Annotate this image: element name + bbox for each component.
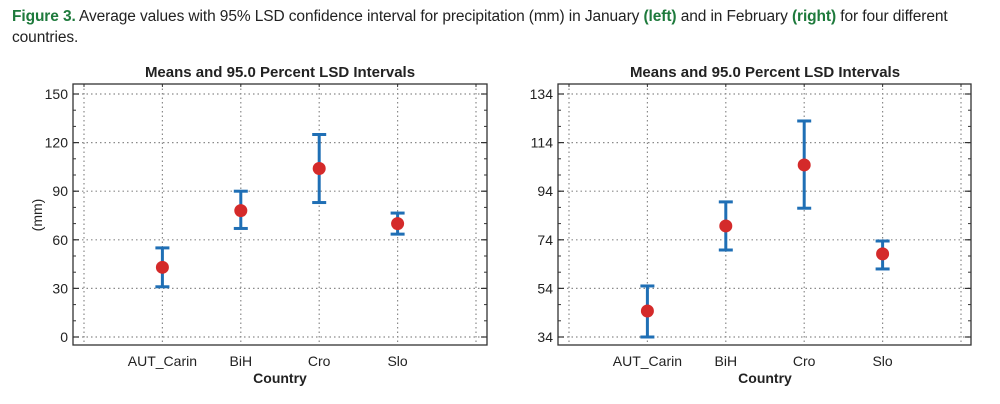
errorbar-slo [390, 211, 405, 236]
x-tick-label: AUT_Carin [128, 353, 197, 369]
x-tick-label: Cro [308, 353, 331, 369]
mean-marker [876, 247, 890, 261]
chart-title: Means and 95.0 Percent LSD Intervals [630, 64, 900, 81]
y-axis-ticks: 34 54 74 94 114 134 [530, 86, 971, 345]
y-tick-label: 60 [52, 232, 68, 248]
data-marks [640, 119, 890, 339]
chart-title: Means and 95.0 Percent LSD Intervals [145, 64, 415, 81]
plot-frame [557, 83, 972, 346]
y-tick-label: 120 [45, 135, 69, 151]
y-tick-label: 114 [531, 135, 554, 151]
y-axis-ticks: 0 30 60 90 120 150 [45, 86, 487, 345]
y-tick-label: 150 [45, 86, 69, 102]
x-tick-label: Slo [387, 353, 407, 369]
x-tick-label: BiH [715, 353, 738, 369]
errorbar-slo [875, 239, 890, 271]
y-tick-label: 54 [537, 280, 553, 296]
mean-marker [640, 304, 654, 318]
x-axis-label: Country [738, 370, 792, 386]
y-tick-label: 34 [537, 329, 553, 345]
mean-marker [719, 219, 733, 233]
errorbar-cro [797, 119, 812, 210]
y-tick-label: 74 [537, 232, 553, 248]
figure-label: Figure 3. [12, 8, 76, 25]
data-marks [155, 133, 405, 289]
y-tick-label: 94 [537, 183, 553, 199]
x-axis-ticks: AUT_Carin BiH Cro Slo [83, 84, 477, 369]
y-tick-label: 90 [52, 183, 68, 199]
errorbar-bih [233, 189, 248, 230]
chart-february: Means and 95.0 Percent LSD Intervals 34 5… [530, 64, 972, 386]
plot-frame [72, 83, 488, 346]
errorbar-bih [718, 200, 733, 252]
figure-caption: Figure 3. Average values with 95% LSD co… [12, 6, 988, 48]
caption-right-marker: (right) [791, 8, 837, 25]
grid [73, 84, 487, 345]
mean-marker [391, 217, 405, 231]
y-axis-label: (mm) [29, 199, 45, 232]
errorbar-cro [312, 133, 327, 205]
mean-marker [312, 162, 326, 176]
chart-january: Means and 95.0 Percent LSD Intervals 0 30… [29, 64, 488, 386]
y-tick-label: 134 [530, 86, 554, 102]
mean-marker [797, 158, 811, 172]
caption-text-2: and in February [676, 8, 792, 25]
errorbar-aut-carin [640, 284, 655, 339]
x-axis-label: Country [253, 370, 307, 386]
y-tick-label: 30 [52, 280, 68, 296]
caption-left-marker: (left) [643, 8, 677, 25]
y-tick-label: 0 [60, 329, 68, 345]
x-axis-ticks: AUT_Carin BiH Cro Slo [568, 84, 962, 369]
grid [558, 84, 971, 345]
caption-text-3: for four different countries. [12, 8, 948, 46]
x-tick-label: Slo [872, 353, 892, 369]
x-tick-label: Cro [793, 353, 816, 369]
mean-marker [155, 260, 169, 274]
caption-text-1: Average values with 95% LSD confidence i… [75, 8, 644, 25]
x-tick-label: AUT_Carin [613, 353, 682, 369]
mean-marker [234, 204, 248, 218]
x-tick-label: BiH [230, 353, 253, 369]
errorbar-aut-carin [155, 246, 170, 289]
